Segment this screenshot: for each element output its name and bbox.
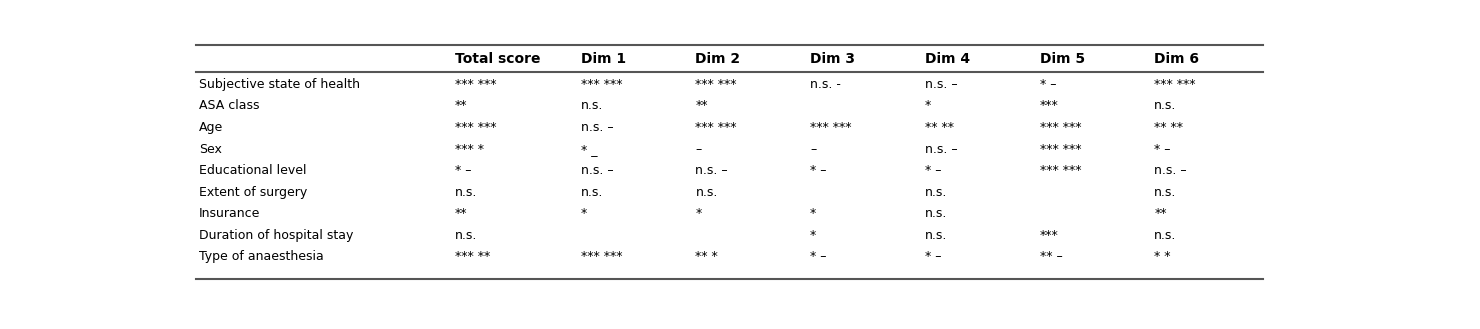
Text: * –: * – [810,250,827,263]
Text: n.s.: n.s. [580,186,602,199]
Text: n.s. –: n.s. – [925,142,958,156]
Text: * –: * – [1039,78,1057,91]
Text: n.s. –: n.s. – [696,164,728,177]
Text: Dim 4: Dim 4 [925,52,969,66]
Text: n.s. –: n.s. – [580,121,613,134]
Text: **: ** [456,207,468,220]
Text: Extent of surgery: Extent of surgery [198,186,306,199]
Text: *** ***: *** *** [696,121,737,134]
Text: *** ***: *** *** [810,121,851,134]
Text: Age: Age [198,121,223,134]
Text: ** **: ** ** [925,121,953,134]
Text: * *: * * [1154,250,1171,263]
Text: *** ***: *** *** [1154,78,1196,91]
Text: ASA class: ASA class [198,99,259,113]
Text: *** ***: *** *** [580,78,622,91]
Text: *: * [810,229,817,242]
Text: –: – [810,142,817,156]
Text: Sex: Sex [198,142,222,156]
Text: n.s.: n.s. [456,186,478,199]
Text: * –: * – [810,164,827,177]
Text: *** ***: *** *** [1039,142,1080,156]
Text: n.s. –: n.s. – [580,164,613,177]
Text: *** **: *** ** [456,250,490,263]
Text: n.s.: n.s. [925,186,947,199]
Text: *** ***: *** *** [456,78,497,91]
Text: n.s.: n.s. [456,229,478,242]
Text: n.s.: n.s. [925,207,947,220]
Text: n.s.: n.s. [1154,186,1177,199]
Text: *** ***: *** *** [696,78,737,91]
Text: *** ***: *** *** [1039,164,1080,177]
Text: Duration of hospital stay: Duration of hospital stay [198,229,354,242]
Text: n.s. -: n.s. - [810,78,841,91]
Text: *** ***: *** *** [580,250,622,263]
Text: *** ***: *** *** [456,121,497,134]
Text: *: * [925,99,931,113]
Text: ** **: ** ** [1154,121,1183,134]
Text: Subjective state of health: Subjective state of health [198,78,360,91]
Text: Total score: Total score [456,52,540,66]
Text: **: ** [1154,207,1166,220]
Text: Insurance: Insurance [198,207,260,220]
Text: * –: * – [456,164,472,177]
Text: –: – [696,142,702,156]
Text: n.s. –: n.s. – [925,78,958,91]
Text: ***: *** [1039,229,1058,242]
Text: ***: *** [1039,99,1058,113]
Text: *: * [810,207,817,220]
Text: * –: * – [925,250,941,263]
Text: Educational level: Educational level [198,164,306,177]
Text: n.s.: n.s. [1154,99,1177,113]
Text: ** *: ** * [696,250,718,263]
Text: n.s.: n.s. [580,99,602,113]
Text: Dim 2: Dim 2 [696,52,740,66]
Text: Dim 5: Dim 5 [1039,52,1085,66]
Text: *: * [580,207,588,220]
Text: * –: * – [925,164,941,177]
Text: n.s.: n.s. [1154,229,1177,242]
Text: Dim 6: Dim 6 [1154,52,1199,66]
Text: Dim 1: Dim 1 [580,52,626,66]
Text: n.s.: n.s. [696,186,718,199]
Text: * –: * – [1154,142,1171,156]
Text: ** –: ** – [1039,250,1063,263]
Text: **: ** [456,99,468,113]
Text: *** *: *** * [456,142,484,156]
Text: *** ***: *** *** [1039,121,1080,134]
Text: * _: * _ [580,142,598,156]
Text: n.s. –: n.s. – [1154,164,1187,177]
Text: **: ** [696,99,707,113]
Text: *: * [696,207,702,220]
Text: Type of anaesthesia: Type of anaesthesia [198,250,324,263]
Text: n.s.: n.s. [925,229,947,242]
Text: Dim 3: Dim 3 [810,52,855,66]
